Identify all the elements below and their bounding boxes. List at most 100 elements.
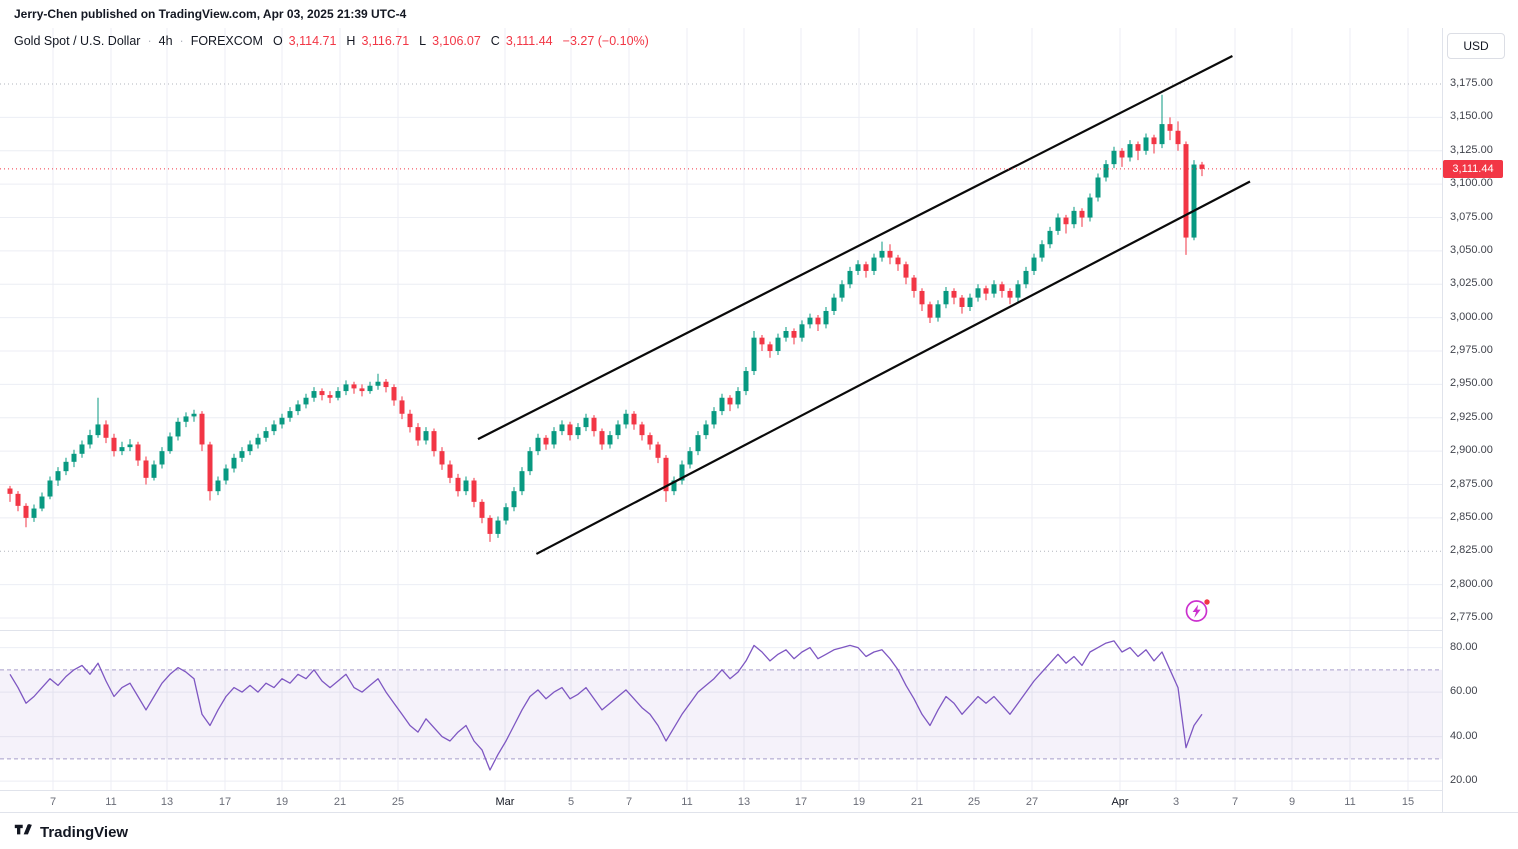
candle-body [799, 324, 805, 338]
candle-body [783, 331, 789, 338]
price-axis-label: 3,050.00 [1450, 243, 1493, 256]
rsi-axis-label: 80.00 [1450, 640, 1478, 653]
last-price-label: 3,111.44 [1443, 159, 1503, 178]
time-axis-label: 17 [218, 796, 232, 808]
candle-body [679, 464, 685, 481]
candle-body [295, 404, 301, 412]
candle-body [1023, 270, 1029, 285]
candle-body [519, 471, 525, 492]
channel-upper[interactable] [477, 55, 1233, 441]
time-axis-label: 11 [1344, 796, 1356, 808]
chart-canvas[interactable] [0, 28, 1442, 790]
time-axis[interactable]: 7 11 13 17 19 21 25 Mar 5 7 11 13 17 19 21 25 27 Apr 3 7 9 11… [0, 796, 1442, 812]
channel-lower[interactable] [535, 180, 1251, 555]
candle-body [231, 457, 237, 469]
candle-body [751, 337, 757, 372]
candle-body [1015, 284, 1021, 298]
candle-body [839, 284, 845, 298]
rsi-line[interactable] [9, 640, 1203, 771]
candle-body [375, 381, 381, 386]
time-axis-label: 15 [1401, 796, 1415, 808]
candle-body [943, 290, 949, 305]
exchange-label: FOREXCOM [190, 34, 263, 48]
candle-body [167, 436, 173, 452]
candle-body [919, 290, 925, 305]
candle-body [343, 384, 349, 392]
candle-body [119, 447, 125, 452]
candle-body [895, 257, 901, 265]
candle-body [263, 431, 269, 438]
candle-body [351, 384, 357, 389]
candle-body [391, 387, 397, 401]
boost-lightning-icon[interactable] [1184, 596, 1212, 624]
candle-body [743, 371, 749, 392]
candle-body [239, 451, 245, 458]
price-axis-label: 2,900.00 [1450, 444, 1493, 457]
price-axis-label: 3,175.00 [1450, 77, 1493, 90]
time-axis-border [0, 790, 1442, 791]
candle-body [999, 284, 1005, 291]
published-byline: Jerry-Chen published on TradingView.com,… [14, 7, 407, 21]
candle-body [823, 310, 829, 325]
candle-body [1191, 164, 1197, 238]
price-axis-label: 2,925.00 [1450, 410, 1493, 423]
candle-body [759, 337, 765, 345]
candle-body [47, 480, 53, 497]
candle-body [727, 397, 733, 405]
candle-body [463, 480, 469, 492]
price-axis-label: 3,025.00 [1450, 277, 1493, 290]
candle-body [1095, 177, 1101, 198]
price-axis-label: 2,825.00 [1450, 544, 1493, 557]
candle-body [1119, 150, 1125, 158]
pane-separator[interactable] [0, 630, 1442, 631]
candle-body [567, 424, 573, 436]
time-axis-label: 3 [1172, 796, 1180, 808]
time-axis-label: 19 [275, 796, 289, 808]
candle-body [575, 427, 581, 436]
currency-button[interactable]: USD [1447, 33, 1505, 59]
candle-body [1039, 244, 1045, 258]
candle-body [399, 400, 405, 414]
change-value: −3.27 (−0.10%) [562, 34, 649, 48]
price-axis-label: 3,125.00 [1450, 143, 1493, 156]
candle-body [911, 277, 917, 291]
price-axis[interactable]: 3,175.00 3,150.00 3,125.00 3,100.00 3,075.00… [1442, 0, 1518, 812]
interval-label: 4h [158, 34, 173, 48]
candle-body [831, 297, 837, 311]
candle-body [1103, 164, 1109, 178]
price-axis-border [1442, 28, 1443, 812]
candle-body [879, 250, 885, 258]
candle-body [527, 451, 533, 472]
rsi-axis-label: 40.00 [1450, 729, 1478, 742]
candle-body [7, 488, 13, 494]
candle-body [815, 317, 821, 325]
brand-wordmark[interactable]: TradingView [40, 823, 129, 841]
candle-body [303, 397, 309, 405]
candle-body [687, 451, 693, 465]
candle-body [775, 337, 781, 352]
time-axis-label: 5 [567, 796, 575, 808]
chart-legend[interactable]: Gold Spot / U.S. Dollar · 4h · FOREXCOM … [14, 34, 649, 48]
price-axis-label: 3,075.00 [1450, 210, 1493, 223]
open-label: O [272, 34, 283, 48]
close-label: C [490, 34, 500, 48]
candle-body [1175, 130, 1181, 145]
candle-body [487, 517, 493, 534]
candle-body [1183, 144, 1189, 238]
candle-body [935, 304, 941, 318]
candle-body [711, 411, 717, 425]
rsi-axis-label: 60.00 [1450, 685, 1478, 698]
candle-body [71, 453, 77, 462]
price-axis-label: 3,150.00 [1450, 110, 1493, 123]
tradingview-logo[interactable] [14, 820, 33, 844]
candle-body [15, 493, 21, 506]
candle-body [1055, 217, 1061, 231]
candle-body [847, 270, 853, 285]
candle-body [695, 435, 701, 452]
candle-body [319, 391, 325, 396]
candle-body [591, 417, 597, 432]
separator-dot: · [147, 34, 152, 48]
candle-body [367, 385, 373, 392]
candle-body [407, 413, 413, 428]
candle-body [479, 501, 485, 518]
